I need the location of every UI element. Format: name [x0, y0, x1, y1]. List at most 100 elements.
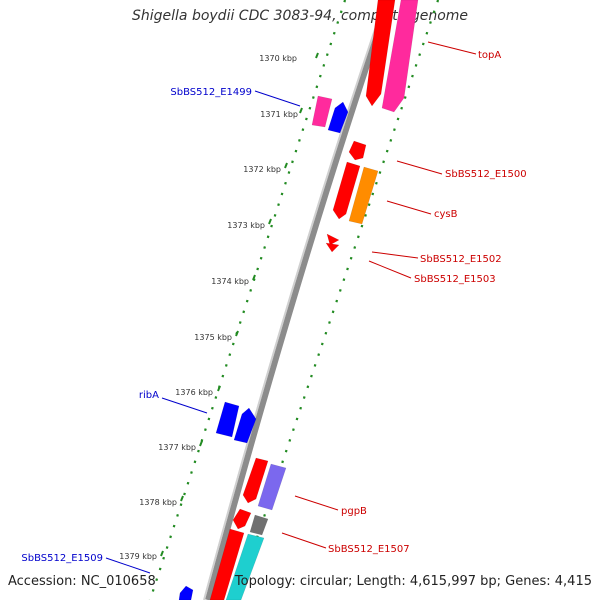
gene-red-lower[interactable] [209, 528, 245, 600]
tick-dot [320, 342, 324, 346]
tick-dot [169, 535, 172, 539]
sbbs512-e1509-connector [105, 557, 151, 574]
tick-dot [436, 0, 440, 3]
tick-dot [389, 138, 393, 142]
tick-dot [375, 181, 378, 185]
topA-connector [427, 41, 477, 55]
sbbs512-e1500-label: SbBS512_E1500 [445, 169, 527, 180]
ribA-connector [161, 397, 208, 414]
outer-tick-track [234, 0, 440, 600]
major-tick [315, 52, 319, 59]
sbbs512-e1509-label: SbBS512_E1509 [21, 553, 103, 564]
major-tick [235, 330, 239, 337]
tick-dot [231, 342, 235, 346]
gene-topA-magenta[interactable] [381, 0, 419, 113]
tick-dot [284, 181, 287, 185]
gene-topA-red[interactable] [365, 0, 396, 107]
tick-dot [324, 331, 328, 335]
tick-dot [281, 460, 284, 464]
sbbs512-e1503-label: SbBS512_E1503 [414, 274, 496, 285]
tick-dot [393, 128, 396, 132]
scale-label-1372: 1372 kbp [243, 165, 281, 174]
gene-sbbs512-e1502[interactable] [326, 233, 340, 246]
tick-dot [421, 42, 425, 46]
gene-sbbs512-e1500-red[interactable] [332, 161, 361, 220]
gene-cyan-lower[interactable] [225, 533, 265, 600]
scale-label-1374: 1374 kbp [211, 277, 249, 286]
tick-dot [165, 546, 169, 549]
tick-dot [291, 160, 294, 164]
tick-dot [249, 288, 253, 292]
tick-dot [151, 588, 155, 592]
scale-label-1376: 1376 kbp [175, 388, 213, 397]
tick-dot [338, 288, 342, 292]
tick-dot [418, 53, 422, 57]
tick-dot [318, 74, 322, 78]
tick-dot [382, 160, 385, 164]
tick-dot [364, 213, 367, 217]
gene-sbbs512-e1507-red[interactable] [232, 508, 252, 530]
gene-sbbs512-e1507-gray[interactable] [249, 514, 269, 536]
scale-label-1377: 1377 kbp [158, 443, 196, 452]
gene-pgpB-slate[interactable] [257, 463, 287, 511]
tick-dot [176, 513, 179, 517]
tick-dot [305, 117, 308, 121]
sbbs512-e1499-label: SbBS512_E1499 [170, 87, 252, 98]
topA-label: topA [478, 50, 501, 61]
genome-summary-text: Topology: circular; Length: 4,615,997 bp… [234, 574, 592, 589]
major-tick [180, 495, 184, 502]
tick-dot [322, 63, 326, 67]
tick-dot [317, 353, 321, 357]
gene-pgpB-red[interactable] [242, 457, 269, 504]
gene-sbbs512-e1500-arrow[interactable] [348, 140, 367, 161]
tick-dot [349, 256, 353, 260]
tick-dot [425, 31, 429, 35]
sbbs512-e1499-connector [254, 90, 301, 107]
scale-label-1379: 1379 kbp [119, 552, 157, 561]
tick-dot [245, 299, 249, 303]
tick-dot [353, 246, 357, 249]
gene-ribA-blue2[interactable] [233, 407, 257, 444]
genome-backbone [205, 0, 392, 600]
tick-dot [259, 256, 263, 260]
gene-cysB-orange[interactable] [348, 166, 379, 225]
tick-dot [214, 396, 218, 399]
tick-dot [277, 203, 280, 207]
tick-dot [211, 406, 214, 410]
sbbs512-e1500-connector [396, 160, 443, 175]
tick-dot [221, 374, 225, 378]
tick-dot [256, 267, 260, 271]
tick-dot [356, 235, 360, 239]
tick-dot [292, 428, 295, 432]
cysB-connector [386, 200, 432, 215]
major-tick [268, 218, 272, 225]
tick-dot [407, 85, 411, 89]
tick-dot [284, 449, 288, 453]
gene-sbbs512-e1499-magenta[interactable] [311, 95, 333, 128]
tick-dot [325, 53, 329, 57]
gene-sbbs512-e1509-blue[interactable] [178, 585, 194, 600]
gene-ribA-blue1[interactable] [215, 401, 240, 438]
tick-dot [315, 85, 319, 89]
gene-sbbs512-e1503[interactable] [325, 242, 340, 253]
tick-dot [335, 299, 339, 303]
major-tick [217, 385, 221, 392]
tick-dot [266, 235, 270, 239]
gene-sbbs512-e1499-blue[interactable] [327, 101, 349, 134]
tick-dot [400, 106, 403, 110]
tick-dot [183, 492, 186, 496]
tick-dot [242, 310, 246, 314]
scale-label-1378: 1378 kbp [139, 498, 177, 507]
tick-dot [263, 513, 266, 517]
tick-dot [411, 74, 414, 78]
inner-tick-track [148, 0, 347, 600]
tick-dot [313, 363, 317, 367]
tick-dot [332, 31, 336, 35]
major-tick-marks [160, 52, 319, 557]
tick-dot [172, 524, 176, 528]
tick-dot [263, 246, 266, 249]
tick-dot [207, 417, 211, 421]
tick-dot [295, 417, 299, 421]
tick-dot [336, 21, 340, 24]
